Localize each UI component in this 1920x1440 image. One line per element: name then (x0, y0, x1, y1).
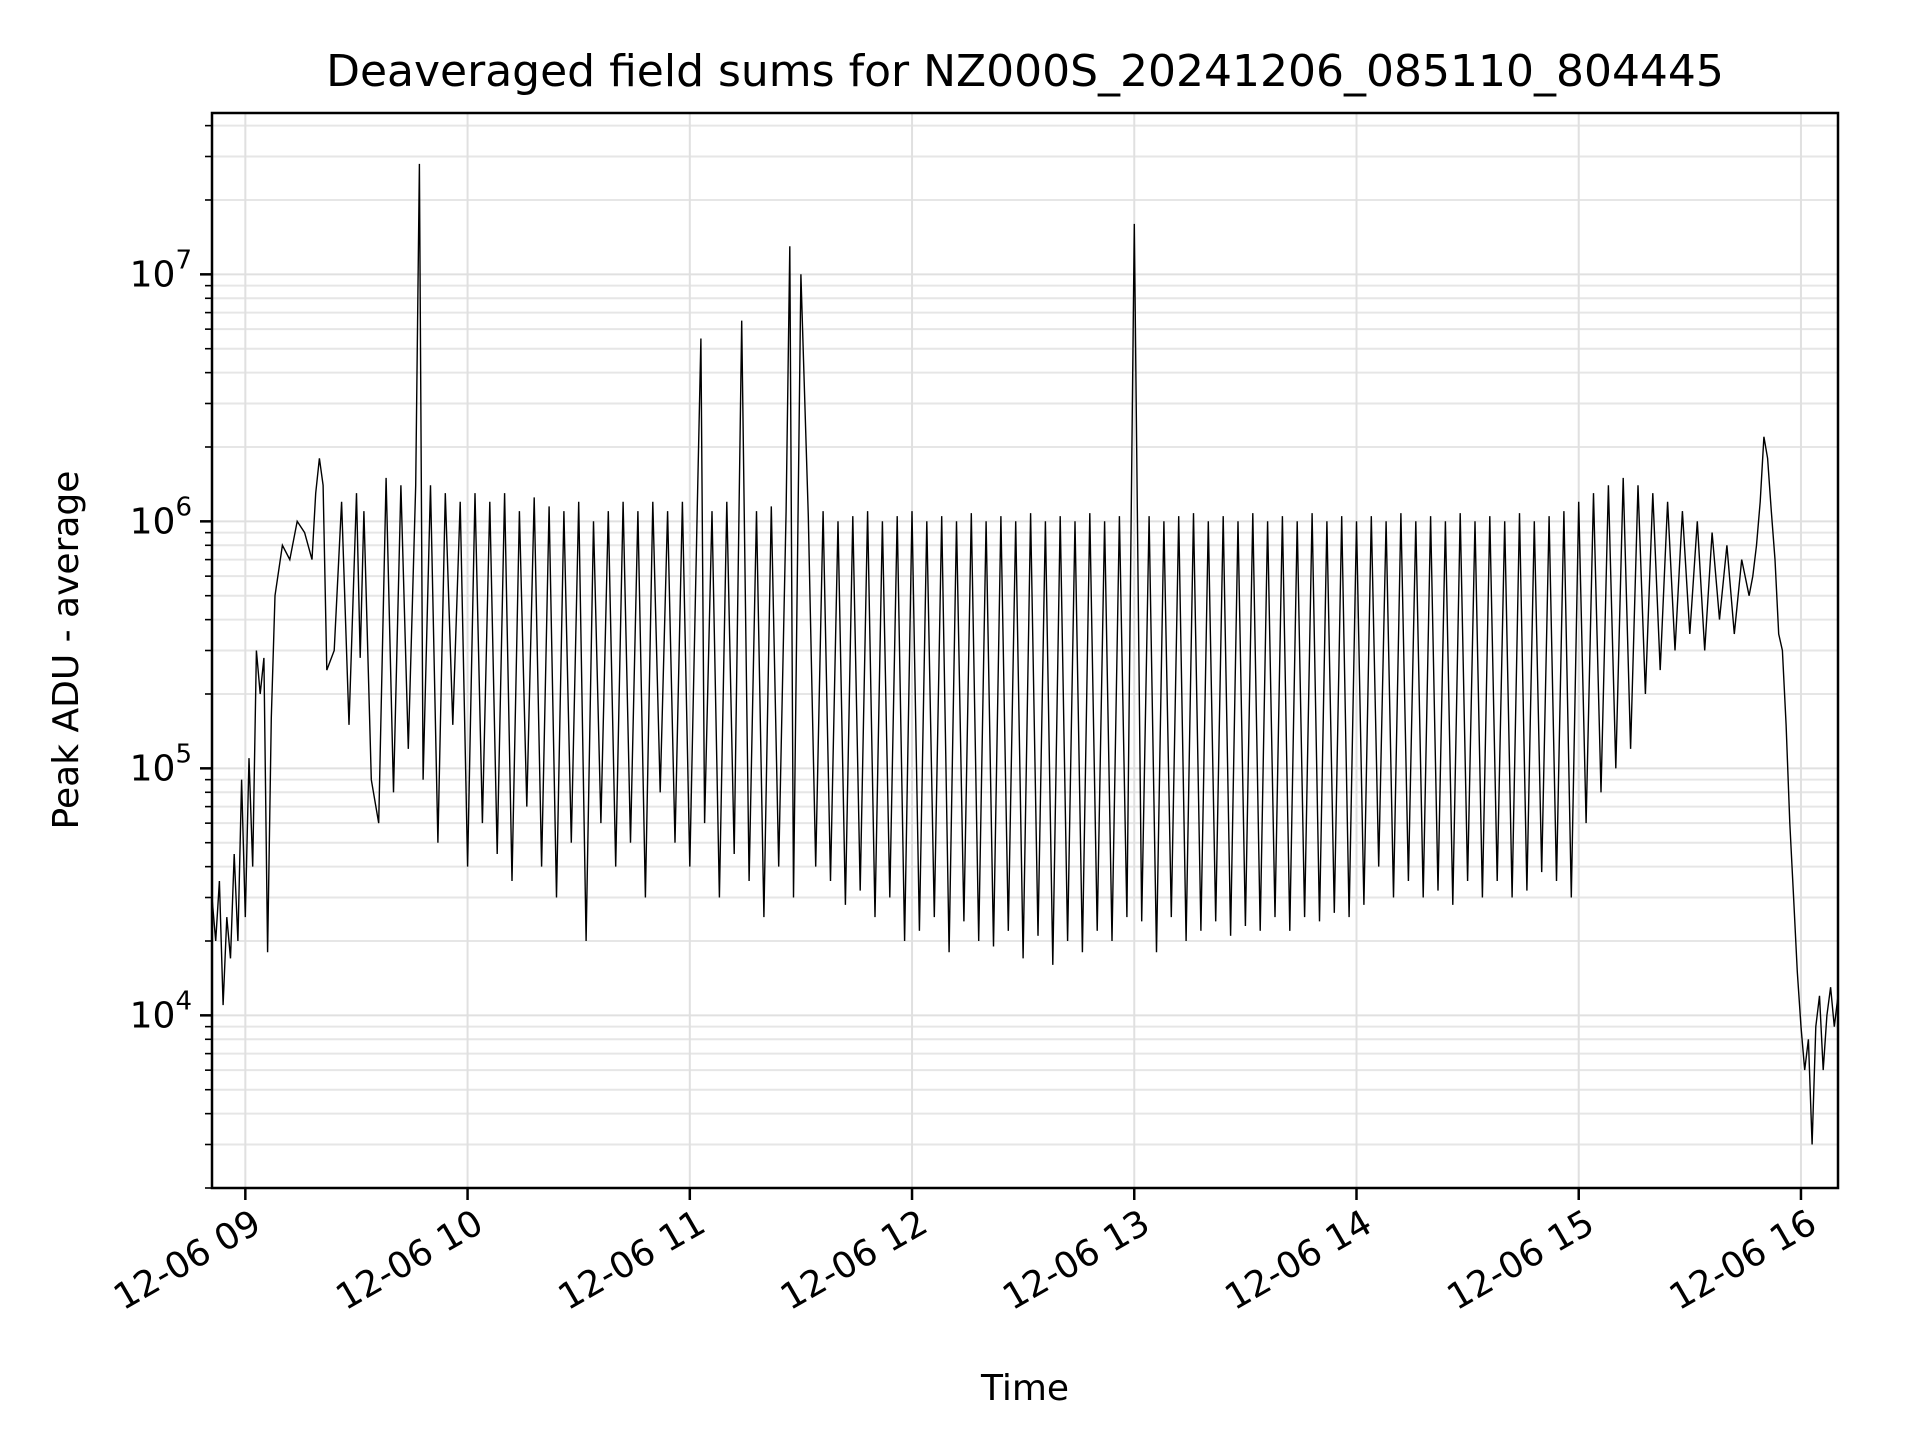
y-tick-label: 104 (130, 986, 192, 1036)
y-tick-exponent: 7 (175, 245, 192, 275)
y-tick-label: 107 (130, 245, 192, 295)
y-tick-base: 10 (130, 254, 176, 295)
series-line (211, 163, 1839, 1145)
y-tick-base: 10 (130, 995, 176, 1036)
chart-title: Deaveraged field sums for NZ000S_2024120… (326, 46, 1724, 97)
y-tick-exponent: 4 (175, 986, 192, 1016)
y-tick-exponent: 6 (175, 492, 192, 522)
y-tick-base: 10 (130, 748, 176, 789)
y-tick-exponent: 5 (175, 739, 192, 769)
x-axis-label: Time (980, 1368, 1069, 1409)
y-tick-base: 10 (130, 501, 176, 542)
y-tick-label: 106 (130, 492, 192, 542)
y-tick-label: 105 (130, 739, 192, 789)
series-layer (211, 163, 1839, 1145)
y-axis-label: Peak ADU - average (46, 471, 87, 830)
